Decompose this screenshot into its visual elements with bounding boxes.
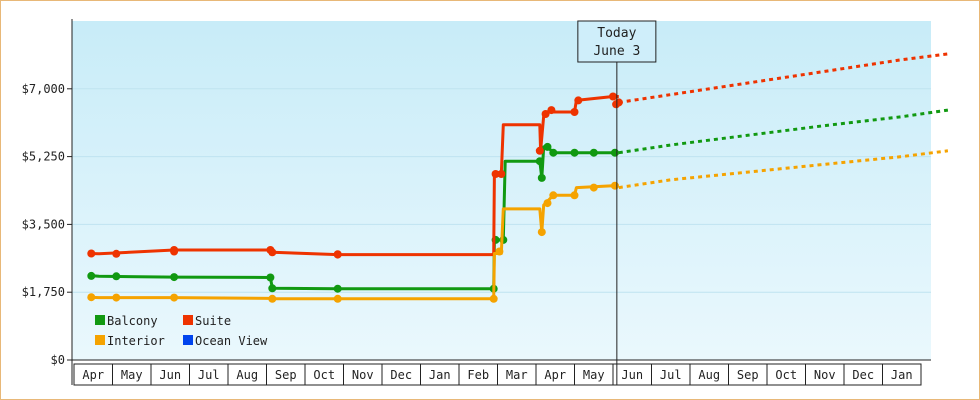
series-point xyxy=(491,170,500,178)
legend-label-interior: Interior xyxy=(107,334,165,348)
series-point xyxy=(87,271,96,280)
month-label: Jan xyxy=(429,368,451,382)
series-point xyxy=(112,293,121,302)
today-box xyxy=(577,20,657,63)
month-label: Dec xyxy=(390,368,412,382)
month-label: Dec xyxy=(852,368,874,382)
month-label: Sep xyxy=(737,368,759,382)
month-label: Aug xyxy=(698,368,720,382)
series-point xyxy=(170,246,179,254)
today-date-label: June 3 xyxy=(593,44,640,59)
series-point xyxy=(268,248,277,257)
legend-label-suite: Suite xyxy=(195,314,231,328)
month-label: Jun xyxy=(159,368,181,382)
series-point xyxy=(570,148,579,157)
month-label: Apr xyxy=(82,368,104,382)
series-point xyxy=(333,294,342,303)
series-point xyxy=(266,273,275,282)
month-label: Nov xyxy=(352,368,374,382)
series-point xyxy=(589,183,598,192)
series-point xyxy=(333,250,342,259)
series-point xyxy=(574,96,583,105)
series-point xyxy=(614,98,623,107)
month-label: May xyxy=(121,368,143,382)
series-point xyxy=(549,148,558,157)
legend-swatch-suite xyxy=(183,315,193,325)
series-point xyxy=(570,108,579,116)
month-label: Jan xyxy=(891,368,913,382)
legend: Balcony Suite Interior Ocean View xyxy=(95,314,268,348)
series-point xyxy=(537,173,546,182)
series-suite xyxy=(87,52,949,259)
series-point xyxy=(610,148,619,157)
series-point xyxy=(495,247,504,256)
month-label: Mar xyxy=(506,368,528,382)
series-point xyxy=(609,92,617,101)
month-label: Jun xyxy=(621,368,643,382)
series-point xyxy=(610,181,619,190)
series-point xyxy=(87,293,96,302)
series-point xyxy=(87,249,96,258)
series-point xyxy=(535,146,544,155)
series-layer xyxy=(87,52,949,303)
y-tick-label: $0 xyxy=(51,353,65,367)
legend-swatch-balcony xyxy=(95,315,105,325)
month-label: Sep xyxy=(275,368,297,382)
series-point xyxy=(549,191,558,200)
legend-swatch-interior xyxy=(95,335,105,345)
legend-label-balcony: Balcony xyxy=(107,314,158,328)
x-axis: Apr May Jun Jul Aug Sep Oct Nov Dec Jan Feb Mar Apr M… xyxy=(73,363,922,386)
series-point xyxy=(268,284,277,293)
month-label: Jul xyxy=(660,368,682,382)
series-forecast-line xyxy=(618,108,949,155)
month-label: Nov xyxy=(814,368,836,382)
series-forecast-line xyxy=(618,52,949,104)
series-point xyxy=(170,273,179,282)
plot-area xyxy=(72,21,931,360)
month-label: Aug xyxy=(236,368,258,382)
series-point xyxy=(112,249,121,258)
month-label: Oct xyxy=(313,368,335,382)
month-label: Jul xyxy=(198,368,220,382)
y-tick-label: $1,750 xyxy=(22,285,65,299)
month-label: Feb xyxy=(467,368,489,382)
series-point xyxy=(589,148,598,157)
series-point xyxy=(489,294,498,303)
series-point xyxy=(547,106,556,115)
month-label: May xyxy=(583,368,605,382)
series-interior xyxy=(87,149,949,303)
series-point xyxy=(543,199,552,208)
series-point xyxy=(537,228,546,237)
y-tick-label: $3,500 xyxy=(22,217,65,231)
month-label: Apr xyxy=(544,368,566,382)
series-point xyxy=(268,294,277,303)
month-label: Oct xyxy=(775,368,797,382)
series-point xyxy=(535,157,544,166)
y-tick-label: $7,000 xyxy=(22,82,65,96)
series-point xyxy=(497,170,506,178)
y-tick-label: $5,250 xyxy=(22,150,65,164)
series-point xyxy=(333,284,342,293)
today-label: Today xyxy=(597,26,636,41)
series-point xyxy=(541,110,550,118)
y-axis: $0 $1,750 $3,500 $5,250 $7,000 xyxy=(22,19,931,385)
legend-label-ocean-view: Ocean View xyxy=(195,334,268,348)
series-forecast-line xyxy=(618,149,949,190)
series-point xyxy=(570,191,579,200)
legend-swatch-ocean-view xyxy=(183,335,193,345)
today-marker: Today June 3 xyxy=(577,20,657,385)
series-point xyxy=(543,142,552,151)
series-point xyxy=(112,272,121,281)
series-point xyxy=(170,293,179,302)
